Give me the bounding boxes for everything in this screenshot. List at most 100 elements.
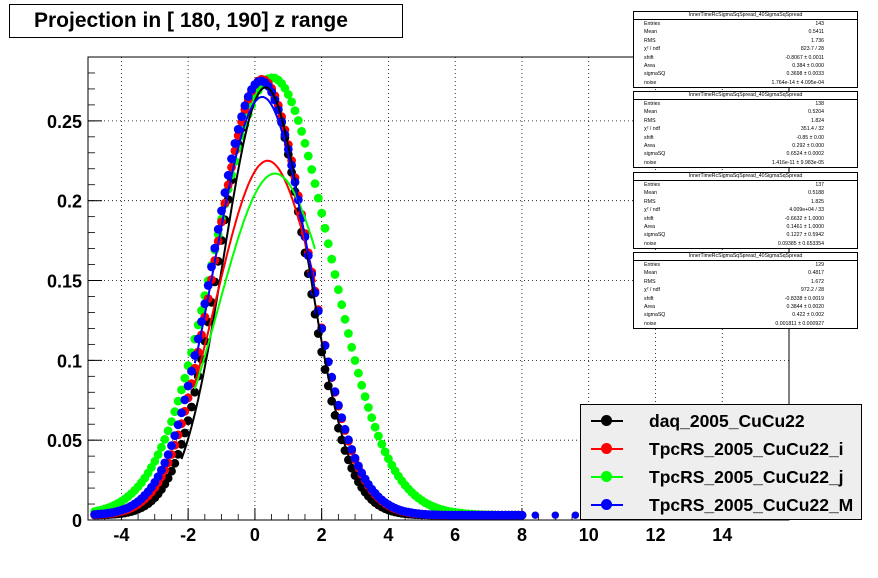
stats-value: 138 <box>815 101 824 107</box>
data-point <box>293 116 303 125</box>
stats-header: InnerTimeRcSigmaSqSpread_40SigmaSqSpread <box>634 92 857 100</box>
data-point <box>334 400 343 410</box>
fit-curves <box>180 86 356 473</box>
stats-key: Mean <box>644 270 657 277</box>
stats-value: 1.824 <box>811 117 824 124</box>
stats-row: noise 0.09385 ± 0.653354 <box>634 240 857 248</box>
data-point <box>237 112 247 122</box>
x-tick-labels: -4 -2 0 2 4 6 8 10 12 14 <box>113 525 732 545</box>
data-point <box>551 511 559 519</box>
y-tick-label: 0.25 <box>47 112 82 132</box>
stats-key: sigmaSQ <box>644 151 666 158</box>
data-point <box>317 208 327 218</box>
data-point <box>380 447 390 457</box>
data-point <box>310 179 320 189</box>
stats-box: InnerTimeRcSigmaSqSpread_40SigmaSqSpread… <box>633 252 858 330</box>
stats-key: χ² / ndf <box>644 126 660 133</box>
data-point <box>153 450 163 459</box>
stats-key: RMS <box>644 37 656 44</box>
x-tick-label: 12 <box>645 525 665 545</box>
x-tick-label: -2 <box>180 525 196 545</box>
x-tick-label: 8 <box>517 525 527 545</box>
data-point <box>183 416 193 425</box>
stats-row: RMS 1.825 <box>634 198 857 206</box>
stats-row: Area 0.3844 ± 0.0020 <box>634 303 857 311</box>
stats-value: -0.8338 ± 0.0019 <box>784 295 824 302</box>
stats-key: sigmaSQ <box>644 232 666 239</box>
stats-value: 0.5188 <box>808 190 824 197</box>
y-tick-labels: 0 0.05 0.1 0.15 0.2 0.25 <box>47 112 82 531</box>
data-point <box>243 92 253 102</box>
series-TpcRS_2005_CuCu22_M <box>90 76 527 520</box>
stats-key: noise <box>644 159 657 166</box>
data-point <box>340 424 350 434</box>
data-point <box>354 368 363 378</box>
stats-key: χ² / ndf <box>644 287 660 294</box>
stats-row: χ² / ndf 4.009e+04 / 33 <box>634 206 857 214</box>
stats-value: 0.4817 <box>808 270 824 277</box>
stats-key: RMS <box>644 117 656 124</box>
stats-row: noise 1.416e-11 ± 9.983e-05 <box>634 159 857 167</box>
stats-key: Entries <box>644 101 661 107</box>
stats-value: -0.6632 ± 1.0000 <box>784 215 824 222</box>
stats-row: Entries 129 <box>634 261 857 269</box>
stats-row: Mean 0.5204 <box>634 108 857 116</box>
data-point <box>344 329 353 338</box>
data-point <box>163 450 173 460</box>
y-tick-label: 0 <box>72 511 82 531</box>
stats-key: Area <box>644 142 655 149</box>
stats-key: Area <box>644 303 655 310</box>
stats-row: Area 0.1461 ± 1.0000 <box>634 223 857 231</box>
data-point <box>354 461 363 471</box>
data-point <box>370 422 380 432</box>
data-point <box>163 426 173 436</box>
stats-value: 137 <box>815 182 824 188</box>
stats-row: sigmaSQ 0.1227 ± 0.5942 <box>634 231 857 239</box>
stats-value: -0.8067 ± 0.0011 <box>785 54 824 61</box>
legend-item: TpcRS_2005_CuCu22_i <box>581 435 861 463</box>
stats-value: 972.2 / 28 <box>800 287 824 294</box>
data-point <box>167 417 176 426</box>
data-point <box>167 441 176 451</box>
data-point <box>340 314 350 324</box>
stats-key: shift <box>644 134 654 141</box>
stats-header: InnerTimeRcSigmaSqSpread_40SigmaSqSpread <box>634 173 857 181</box>
data-series <box>90 73 580 520</box>
data-point <box>377 439 387 449</box>
data-point <box>240 101 250 111</box>
data-point <box>327 254 337 264</box>
stats-box: InnerTimeRcSigmaSqSpread_40SigmaSqSpread… <box>633 172 858 250</box>
data-point <box>307 165 317 174</box>
x-tick-label: 6 <box>450 525 460 545</box>
stats-row: Entries 137 <box>634 181 857 189</box>
stats-value: 0.3844 ± 0.0020 <box>786 303 824 310</box>
x-tick-label: 2 <box>317 525 327 545</box>
stats-key: shift <box>644 54 654 61</box>
data-point <box>367 413 377 423</box>
stats-row: Area 0.292 ± 0.000 <box>634 142 857 150</box>
data-point <box>157 465 166 475</box>
legend-marker <box>601 415 612 426</box>
data-point <box>517 510 527 520</box>
data-point <box>187 402 196 412</box>
stats-key: χ² / ndf <box>644 46 660 53</box>
stats-row: χ² / ndf 823.7 / 28 <box>634 45 857 53</box>
stats-value: 143 <box>815 21 824 27</box>
stats-key: Area <box>644 223 655 230</box>
data-point <box>173 396 183 406</box>
x-tick-label: -4 <box>113 525 129 545</box>
data-point <box>233 124 243 134</box>
stats-value: 1.736 <box>811 37 824 44</box>
x-tick-label: 10 <box>579 525 599 545</box>
stats-value: 0.422 ± 0.002 <box>792 312 824 319</box>
stats-key: RMS <box>644 278 656 285</box>
data-point <box>197 306 206 315</box>
data-point <box>344 435 353 445</box>
legend-label: TpcRS_2005_CuCu22_i <box>649 439 844 459</box>
data-point <box>350 453 360 463</box>
data-point <box>313 193 323 203</box>
data-point <box>374 431 383 441</box>
data-point <box>160 458 170 468</box>
stats-key: Entries <box>644 21 661 27</box>
